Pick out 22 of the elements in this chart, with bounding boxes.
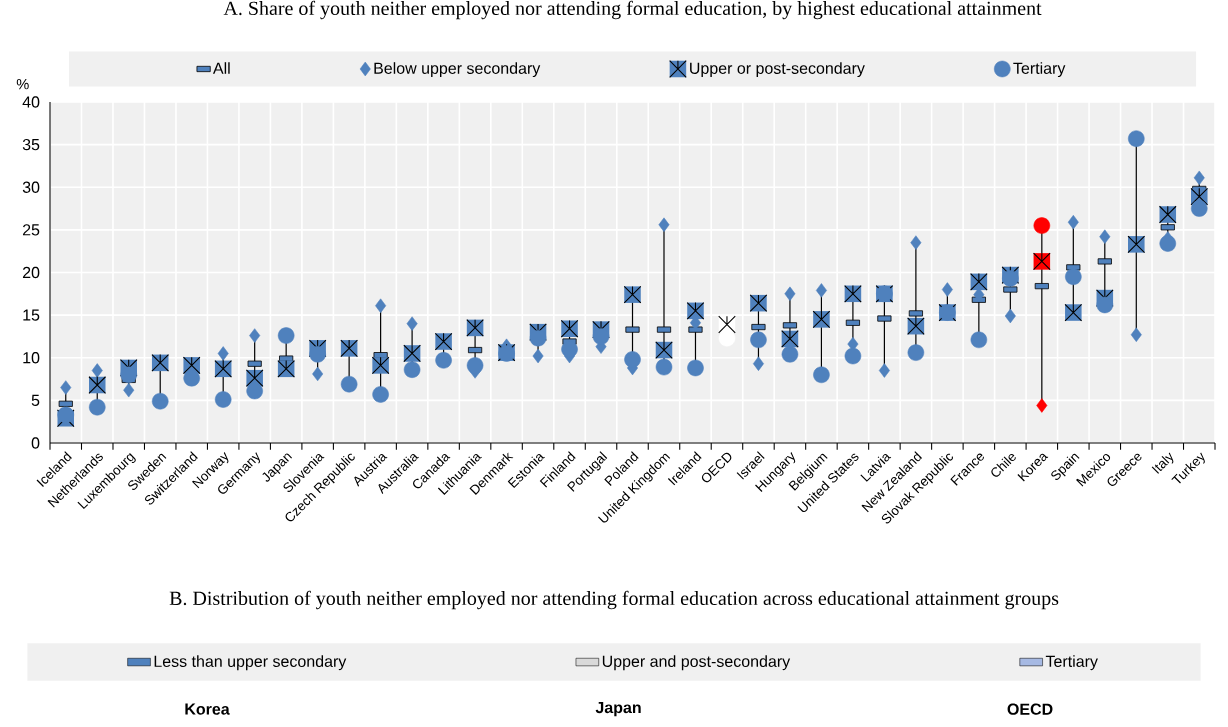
legend-label: Tertiary	[1045, 655, 1098, 671]
legend-label: Tertiary	[1013, 62, 1066, 78]
y-tick-label: 25	[22, 224, 40, 236]
y-tick-label: 20	[22, 266, 40, 279]
legend-label: Upper and post-secondary	[602, 655, 791, 671]
legend-label: All	[212, 62, 230, 74]
y-tick-label: 10	[23, 352, 40, 364]
category-label: Korea	[185, 703, 230, 715]
y-tick-label: 40	[22, 96, 40, 108]
chart-title: A. Share of youth neither employed nor attending formal education, by highest educational attainment	[223, 0, 1042, 20]
legend-label: Upper or post-secondary	[690, 62, 865, 78]
legend-label: Below upper secondary	[374, 62, 541, 78]
y-axis-title: %	[16, 79, 29, 90]
legend-label: Less than upper secondary	[154, 655, 347, 671]
y-tick-label: 30	[22, 181, 40, 193]
y-tick-label: 35	[22, 138, 40, 151]
category-label: Japan	[595, 702, 641, 717]
y-tick-label: 0	[31, 437, 40, 449]
category-label: OECD	[1007, 703, 1053, 715]
y-tick-label: 15	[23, 309, 40, 321]
text: B. Distribution of youth neither employed nor attending formal education across educational attainment groups	[169, 590, 1059, 610]
y-tick-label: 5	[31, 394, 40, 406]
